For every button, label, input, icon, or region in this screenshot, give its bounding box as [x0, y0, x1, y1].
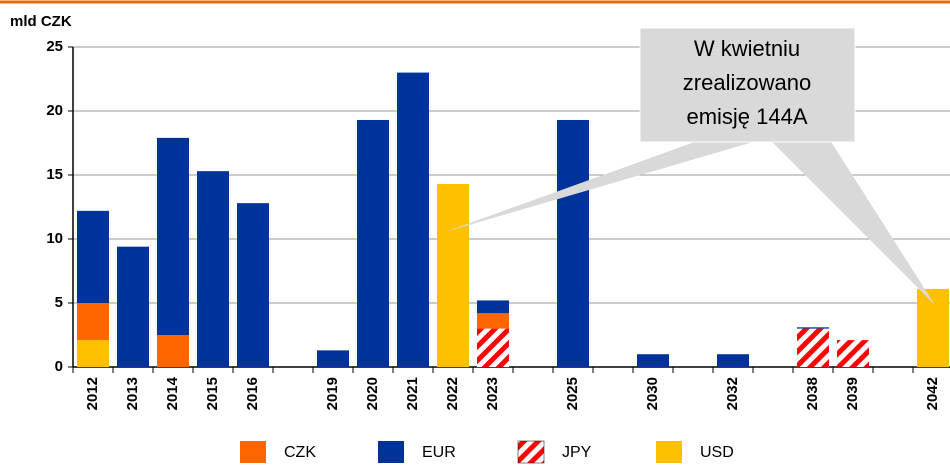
bar-segment [157, 335, 189, 367]
bar-segment [477, 313, 509, 329]
bar-segment [77, 210, 109, 303]
bar-segment [197, 171, 229, 367]
x-tick-label: 2020 [364, 377, 381, 410]
bar-segment [557, 119, 589, 368]
callout-pointer [770, 140, 935, 305]
x-tick-label: 2021 [404, 377, 421, 410]
x-tick-label: 2030 [644, 377, 661, 410]
bar-segment [477, 328, 509, 367]
y-tick-label: 0 [55, 358, 63, 375]
legend-label: USD [700, 444, 734, 461]
annotation-text: W kwietniu [694, 36, 800, 61]
x-tick-label: 2012 [84, 377, 101, 410]
annotation-text: emisję 144A [686, 104, 807, 129]
legend-label: CZK [284, 444, 316, 461]
x-tick-label: 2039 [844, 377, 861, 410]
legend-swatch [656, 441, 682, 463]
y-tick-label: 10 [46, 230, 63, 247]
bar-segment [357, 119, 389, 368]
x-tick-label: 2014 [164, 376, 181, 410]
x-tick-label: 2023 [484, 377, 501, 410]
bar-segment [157, 137, 189, 335]
x-tick-label: 2019 [324, 377, 341, 410]
y-tick-label: 5 [55, 294, 63, 311]
legend-label: EUR [422, 444, 456, 461]
x-tick-label: 2042 [924, 377, 941, 410]
y-axis-label: mld CZK [10, 13, 72, 30]
x-tick-label: 2016 [244, 377, 261, 410]
x-tick-label: 2015 [204, 377, 221, 410]
bar-segment [77, 303, 109, 341]
x-tick-label: 2025 [564, 377, 581, 410]
legend-swatch [378, 441, 404, 463]
bar-segment [237, 203, 269, 367]
bar-segment [717, 354, 749, 367]
bar-segment [437, 183, 469, 367]
annotation-text: zrealizowano [683, 70, 811, 95]
x-tick-label: 2013 [124, 377, 141, 410]
y-tick-label: 15 [46, 166, 63, 183]
bar-segment [637, 354, 669, 367]
bar-segment [397, 72, 429, 367]
bar-segment [917, 288, 949, 367]
y-tick-label: 20 [46, 102, 63, 119]
callout-pointer [445, 140, 760, 232]
legend-swatch [517, 440, 545, 464]
bar-segment [837, 340, 869, 367]
bar-segment [477, 300, 509, 314]
bar-segment [117, 246, 149, 367]
legend-swatch [240, 441, 266, 463]
x-tick-label: 2038 [804, 377, 821, 410]
bar-segment [797, 328, 829, 367]
x-tick-label: 2032 [724, 377, 741, 410]
x-tick-label: 2022 [444, 377, 461, 410]
y-tick-label: 25 [46, 38, 63, 55]
bar-segment [77, 340, 109, 367]
bar-segment [317, 350, 349, 367]
legend-label: JPY [562, 444, 592, 461]
callout-box [639, 27, 856, 143]
bar-segment [797, 327, 829, 329]
